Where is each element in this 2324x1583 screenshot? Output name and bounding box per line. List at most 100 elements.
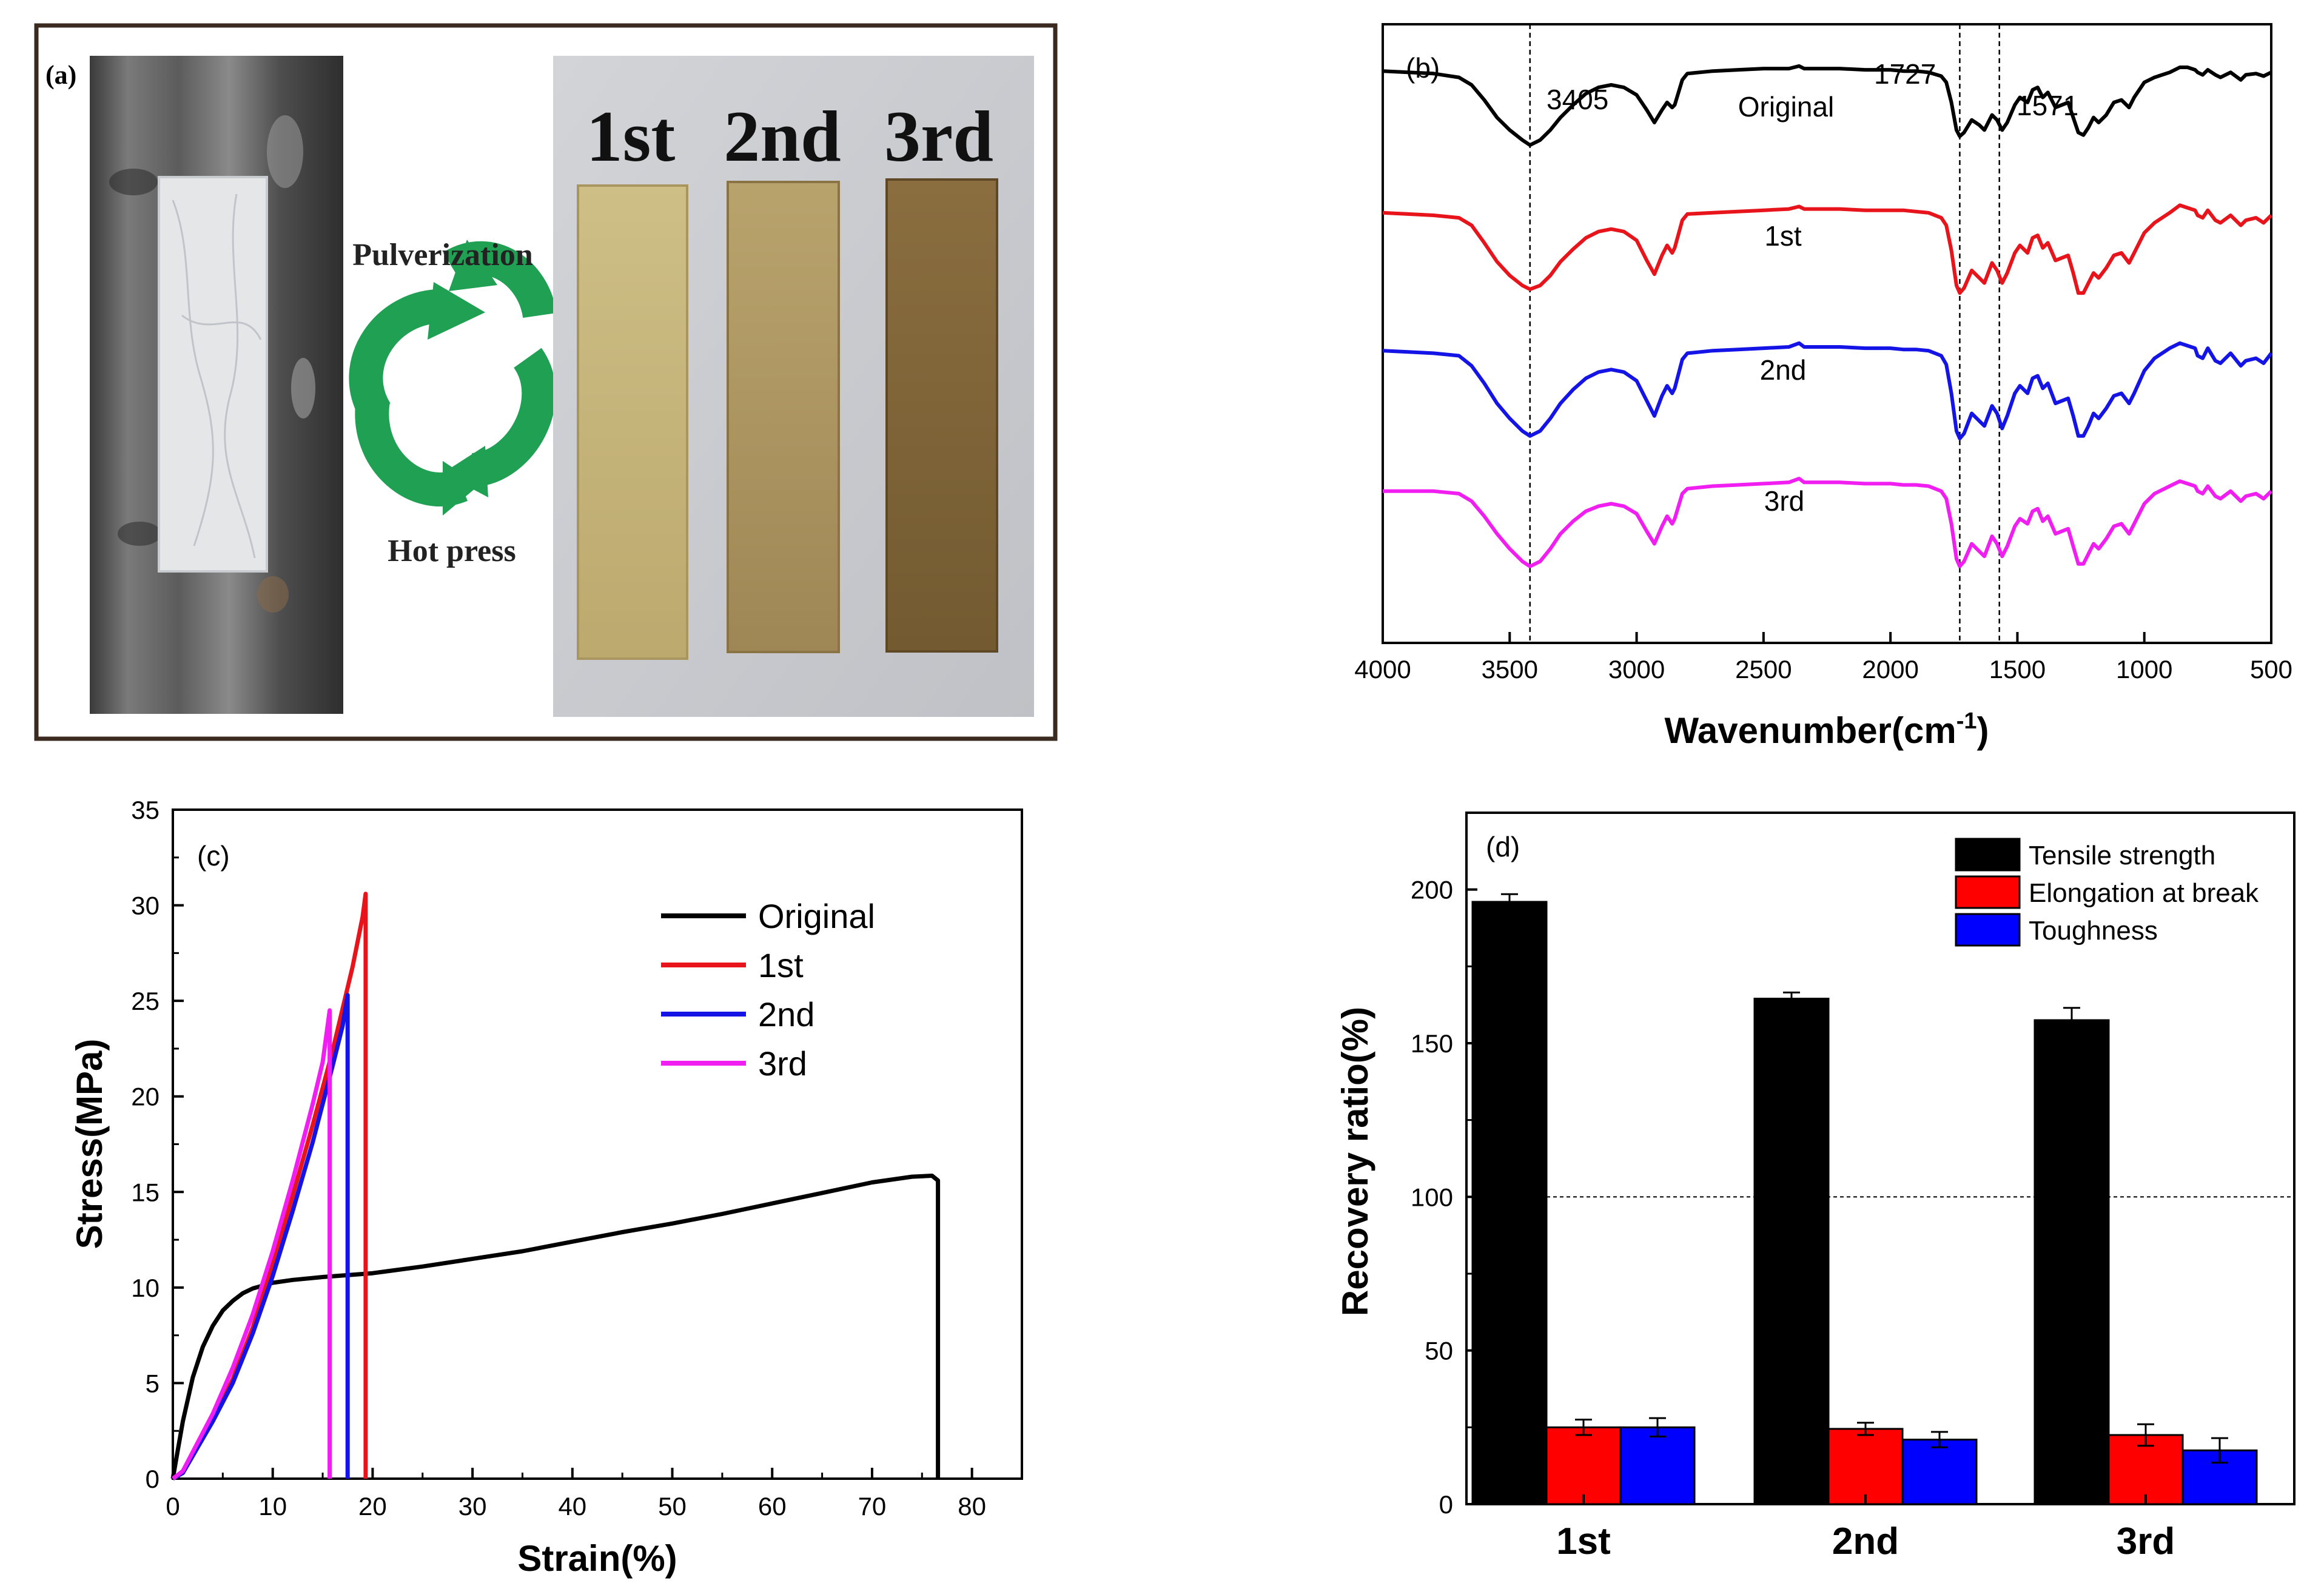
x-tick-label: 70 xyxy=(858,1492,887,1521)
spectrum-1st xyxy=(1382,203,2273,295)
y-tick-label: 100 xyxy=(1411,1183,1453,1211)
category-label-3rd: 3rd xyxy=(2117,1521,2175,1562)
y-tick-label: 0 xyxy=(146,1465,160,1493)
x-tick-label: 0 xyxy=(166,1492,180,1521)
curve-1st xyxy=(172,892,368,1481)
legend-label-2nd: 2nd xyxy=(758,995,814,1033)
bar-2nd-2 xyxy=(1901,1439,1978,1505)
peak-label-1727: 1727 xyxy=(1874,58,1936,90)
stress-strain-curves xyxy=(170,892,941,1481)
bar-1st-1 xyxy=(1545,1426,1622,1505)
peak-label-1571: 1571 xyxy=(2017,90,2078,121)
sample-2nd xyxy=(727,181,840,653)
axes-ticks: 0 50 100 150 200 xyxy=(1411,876,2294,1519)
panel-c-label: (c) xyxy=(197,840,230,872)
x-tick-label: 20 xyxy=(358,1492,387,1521)
curve-original xyxy=(170,1174,941,1479)
y-tick-label: 200 xyxy=(1411,876,1453,904)
x-tick-label: 40 xyxy=(558,1492,586,1521)
legend-label-2: Toughness xyxy=(2029,916,2158,946)
x-tick-label: 60 xyxy=(758,1492,787,1521)
plot-b-frame xyxy=(1382,23,2272,644)
label-hot-press: Hot press xyxy=(388,534,516,568)
legend-label-1: Elongation at break xyxy=(2029,878,2259,908)
y-tick-label: 5 xyxy=(146,1369,160,1397)
x-axis-title-b: Wavenumber(cm-1) xyxy=(1664,708,1989,751)
film-wrinkles xyxy=(172,193,262,559)
sample-1st xyxy=(577,184,688,660)
legend-label-0: Tensile strength xyxy=(2029,841,2215,870)
category-label-2nd: 2nd xyxy=(1832,1521,1899,1562)
y-tick-label: 35 xyxy=(131,796,160,824)
plot-d-frame xyxy=(1465,812,2295,1505)
x-tick-label: 30 xyxy=(458,1492,487,1521)
panel-c: (c) 0 10 20 30 40 50 60 70 80 0 5 10 15 20 25 30 35 Orig… xyxy=(69,796,1023,1579)
category-label-1st: 1st xyxy=(1556,1521,1611,1562)
legend: Tensile strength Elongation at break Tough… xyxy=(1955,838,2259,947)
panel-a-label: (a) xyxy=(45,60,76,90)
bar-3rd-0 xyxy=(2034,1019,2110,1505)
series-label-2nd: 2nd xyxy=(1760,354,1807,386)
x-tick-label: 1500 xyxy=(1989,655,2046,684)
ftir-spectra xyxy=(1382,64,2273,568)
axes-ticks: 0 10 20 30 40 50 60 70 80 0 5 10 15 20 25 30 35 xyxy=(131,796,986,1521)
y-tick-label: 20 xyxy=(131,1083,160,1111)
peak-label-3405: 3405 xyxy=(1547,84,1608,115)
legend-swatch-2 xyxy=(1955,913,2021,947)
sample-label-1st: 1st xyxy=(586,96,676,176)
x-tick-label: 2500 xyxy=(1735,655,1792,684)
x-tick-label: 10 xyxy=(258,1492,287,1521)
arrow-head-bottom xyxy=(443,461,479,516)
y-axis-title-d: Recovery ratio(%) xyxy=(1335,1007,1375,1316)
arrow-head-top xyxy=(449,240,497,291)
x-tick-label: 80 xyxy=(958,1492,986,1521)
legend-swatch-1 xyxy=(1955,875,2021,909)
x-axis-ticks: 4000 3500 3000 2500 2000 1500 1000 500 xyxy=(1354,632,2292,684)
panel-d: (d) 0 50 100 150 200 1st 2nd 3rd Tensile stren… xyxy=(1335,812,2295,1562)
spectrum-2nd xyxy=(1382,341,2273,440)
sample-3rd xyxy=(885,178,998,653)
bar-2nd-1 xyxy=(1827,1428,1904,1505)
panel-b: (b) 4000 3500 3000 2500 2000 1500 1000 500 3405… xyxy=(1354,23,2292,751)
white-film-sheet xyxy=(158,176,268,573)
bar-1st-2 xyxy=(1619,1426,1696,1505)
series-label-1st: 1st xyxy=(1764,220,1802,252)
legend-swatch-0 xyxy=(1955,838,2021,872)
spectrum-3rd xyxy=(1383,477,2273,568)
label-pulverization: Pulverization xyxy=(352,238,533,272)
y-tick-label: 150 xyxy=(1411,1029,1453,1058)
x-tick-label: 500 xyxy=(2250,655,2292,684)
x-tick-label: 4000 xyxy=(1354,655,1411,684)
panel-b-label: (b) xyxy=(1406,52,1440,84)
y-tick-label: 50 xyxy=(1425,1337,1453,1365)
x-tick-label: 50 xyxy=(658,1492,687,1521)
bars: 1st 2nd 3rd xyxy=(1471,893,2258,1562)
recycle-arrows xyxy=(349,240,557,516)
y-tick-label: 10 xyxy=(131,1274,160,1302)
spectrum-original xyxy=(1382,64,2272,147)
metal-plate-stains xyxy=(109,115,315,613)
x-tick-label: 3000 xyxy=(1608,655,1665,684)
x-tick-label: 1000 xyxy=(2116,655,2172,684)
legend: Original 1st 2nd 3rd xyxy=(661,897,875,1083)
arrow-head-left xyxy=(428,282,485,340)
y-axis-title-c: Stress(MPa) xyxy=(69,1039,110,1249)
legend-label-1st: 1st xyxy=(758,946,804,984)
curve-3rd xyxy=(171,1008,332,1480)
sample-label-2nd: 2nd xyxy=(724,96,841,176)
y-tick-label: 0 xyxy=(1439,1490,1453,1519)
legend-label-original: Original xyxy=(758,897,875,935)
series-label-original: Original xyxy=(1738,91,1835,123)
panel-d-label: (d) xyxy=(1486,831,1520,862)
x-tick-label: 3500 xyxy=(1482,655,1538,684)
x-tick-label: 2000 xyxy=(1862,655,1918,684)
sample-label-3rd: 3rd xyxy=(884,96,993,176)
x-axis-title-c: Strain(%) xyxy=(517,1538,677,1579)
bar-2nd-0 xyxy=(1753,998,1830,1505)
y-tick-label: 30 xyxy=(131,892,160,920)
y-tick-label: 15 xyxy=(131,1178,160,1206)
panel-a: (a) Pulverization Hot press 1st 2nd 3rd xyxy=(34,23,1058,741)
series-label-3rd: 3rd xyxy=(1764,485,1804,517)
y-tick-label: 25 xyxy=(131,987,160,1015)
